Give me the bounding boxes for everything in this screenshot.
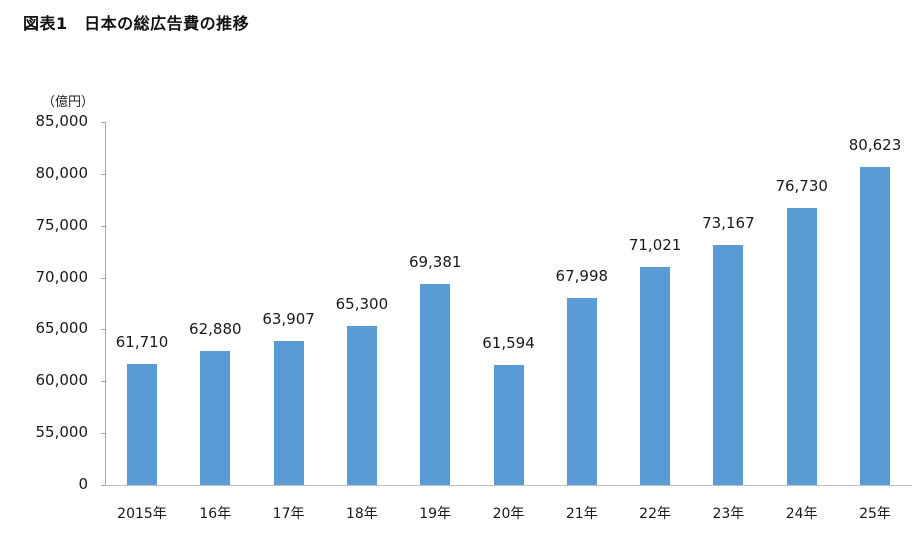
bar-value-label: 62,880 bbox=[189, 320, 242, 339]
y-tick-label: 60,000 bbox=[35, 371, 89, 390]
y-tick-label: 80,000 bbox=[35, 163, 89, 182]
bar-value-label: 80,623 bbox=[848, 136, 902, 155]
y-tick-mark bbox=[101, 122, 105, 123]
bar-value-label: 71,021 bbox=[628, 235, 682, 254]
bar-value-label: 69,381 bbox=[408, 252, 462, 271]
x-category-label: 18年 bbox=[345, 506, 378, 522]
y-tick-label: 85,000 bbox=[35, 112, 89, 130]
x-category-label: 24年 bbox=[785, 506, 818, 522]
y-tick-mark bbox=[101, 381, 105, 383]
x-axis-line bbox=[105, 485, 912, 486]
bar bbox=[786, 207, 817, 485]
bar-value-label: 63,907 bbox=[262, 309, 315, 328]
y-tick-mark bbox=[101, 277, 105, 279]
y-tick-label: 70,000 bbox=[35, 267, 89, 286]
bar-value-label: 73,167 bbox=[702, 213, 755, 232]
bar bbox=[127, 363, 157, 485]
bar bbox=[566, 298, 597, 485]
bar bbox=[860, 167, 890, 485]
bar bbox=[420, 283, 451, 485]
x-category-label: 21年 bbox=[565, 506, 598, 522]
x-category-label: 17年 bbox=[272, 506, 305, 522]
x-category-label: 23年 bbox=[712, 506, 745, 522]
bar bbox=[713, 244, 744, 485]
bar-value-label: 76,730 bbox=[775, 176, 828, 195]
bar bbox=[493, 364, 524, 485]
y-tick-mark bbox=[101, 329, 105, 331]
x-category-label: 2015年 bbox=[117, 506, 167, 522]
bar bbox=[640, 266, 671, 485]
y-tick-label: 55,000 bbox=[35, 423, 89, 442]
bar bbox=[200, 351, 231, 485]
bar-value-label: 67,998 bbox=[555, 267, 609, 286]
y-tick-label: 0 bbox=[78, 475, 88, 493]
bar-value-label: 65,300 bbox=[335, 295, 389, 314]
y-axis-line bbox=[105, 122, 106, 485]
bar-value-label: 61,594 bbox=[482, 333, 535, 352]
bar bbox=[273, 340, 304, 485]
bar-value-label: 61,710 bbox=[115, 332, 169, 351]
x-category-label: 25年 bbox=[859, 506, 891, 522]
chart-title: 図表1 日本の総広告費の推移 bbox=[23, 14, 250, 33]
y-tick-mark bbox=[101, 433, 105, 435]
x-category-label: 19年 bbox=[419, 506, 452, 522]
x-category-label: 16年 bbox=[199, 506, 232, 522]
y-tick-mark bbox=[101, 485, 105, 486]
y-tick-mark bbox=[101, 173, 105, 175]
y-tick-mark bbox=[101, 225, 105, 227]
y-axis-unit-label: （億円） bbox=[42, 95, 95, 110]
y-tick-label: 75,000 bbox=[35, 215, 89, 234]
y-tick-label: 65,000 bbox=[35, 319, 89, 338]
bar bbox=[346, 326, 377, 485]
x-category-label: 20年 bbox=[492, 506, 525, 522]
x-category-label: 22年 bbox=[639, 506, 671, 522]
